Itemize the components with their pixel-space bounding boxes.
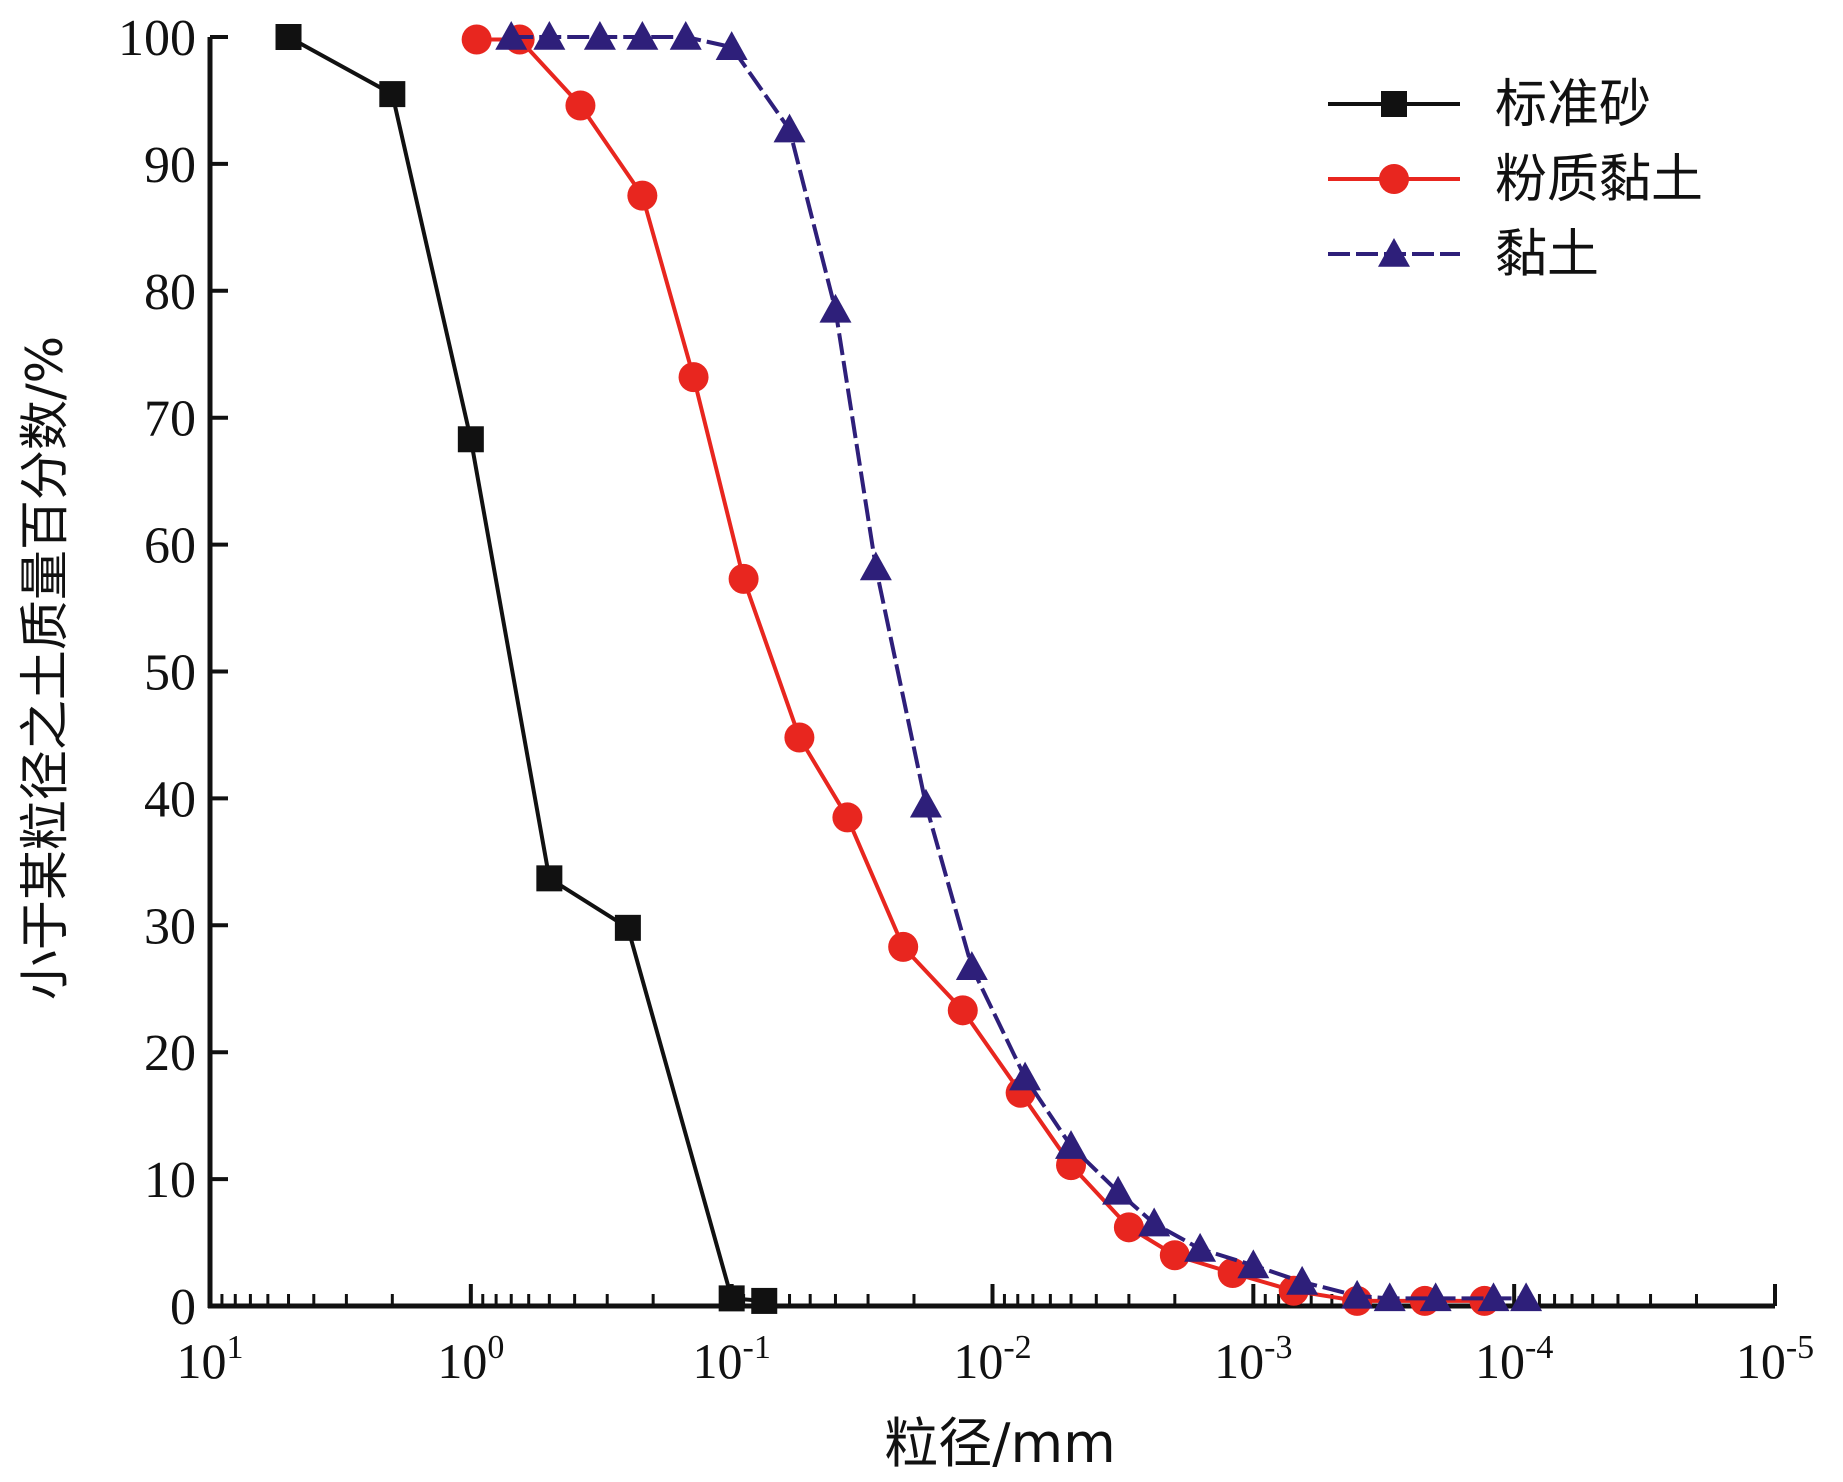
data-point bbox=[275, 24, 302, 50]
y-tick-label: 70 bbox=[144, 391, 196, 448]
x-tick-label: 10-5 bbox=[1736, 1329, 1814, 1389]
data-point bbox=[1341, 1279, 1374, 1309]
y-tick-label: 100 bbox=[118, 10, 196, 67]
axes: 0 10 20 30 40 50 60 70 80 90 100 101 100 10-1 10-2 10-3… bbox=[118, 10, 1814, 1389]
data-point bbox=[832, 802, 863, 833]
data-point bbox=[1477, 1282, 1510, 1312]
y-axis-label: 小于某粒径之土质量百分数/% bbox=[16, 336, 74, 1000]
data-point bbox=[1217, 1258, 1248, 1289]
y-tick-label: 60 bbox=[144, 518, 196, 575]
data-point bbox=[1373, 1282, 1406, 1312]
data-point bbox=[784, 722, 815, 753]
series-layer bbox=[275, 21, 1543, 1316]
x-axis-label: 粒径/mm bbox=[884, 1412, 1115, 1475]
y-tick-label: 30 bbox=[144, 898, 196, 955]
data-point bbox=[669, 21, 702, 50]
x-tick-label: 10-2 bbox=[953, 1329, 1031, 1389]
data-point bbox=[1138, 1207, 1171, 1237]
data-point bbox=[583, 21, 616, 50]
data-point bbox=[1237, 1249, 1270, 1279]
x-tick-label: 10-3 bbox=[1214, 1329, 1292, 1389]
y-tick-label: 50 bbox=[144, 645, 196, 702]
series-2 bbox=[461, 24, 1500, 1316]
data-point bbox=[1113, 1212, 1144, 1243]
data-point bbox=[728, 563, 759, 594]
data-point bbox=[626, 21, 659, 50]
legend-item: 粉质黏土 bbox=[1328, 150, 1703, 210]
data-point bbox=[1184, 1232, 1217, 1262]
legend-label: 黏土 bbox=[1495, 225, 1599, 285]
y-tick-label: 10 bbox=[144, 1152, 196, 1209]
legend-label: 标准砂 bbox=[1495, 75, 1651, 135]
series-1 bbox=[275, 24, 778, 1314]
y-tick-label: 0 bbox=[170, 1279, 196, 1336]
data-point bbox=[533, 21, 566, 50]
legend-label: 粉质黏土 bbox=[1495, 150, 1703, 210]
y-tick-label: 80 bbox=[144, 264, 196, 321]
data-point bbox=[379, 81, 406, 108]
series-line bbox=[476, 37, 1485, 1303]
data-point bbox=[1510, 1282, 1543, 1312]
x-tick-label: 10-4 bbox=[1475, 1329, 1553, 1389]
data-point bbox=[888, 931, 919, 962]
data-point bbox=[751, 1287, 778, 1314]
x-tick-label: 10-1 bbox=[693, 1329, 771, 1389]
data-point bbox=[859, 551, 892, 581]
data-point bbox=[947, 995, 978, 1026]
x-tick-label: 100 bbox=[437, 1329, 504, 1389]
data-point bbox=[495, 21, 528, 50]
y-tick-label: 20 bbox=[144, 1025, 196, 1082]
data-point bbox=[1055, 1130, 1088, 1159]
data-point bbox=[614, 914, 641, 941]
legend-marker bbox=[1381, 91, 1407, 117]
series-line bbox=[511, 35, 1527, 1301]
data-point bbox=[536, 865, 563, 892]
data-point bbox=[718, 1285, 745, 1312]
data-point bbox=[1102, 1175, 1135, 1205]
series-line bbox=[287, 35, 765, 1303]
legend-marker bbox=[1379, 164, 1409, 194]
data-point bbox=[1419, 1282, 1452, 1312]
data-point bbox=[909, 788, 942, 818]
data-point bbox=[819, 293, 852, 323]
data-point bbox=[1009, 1061, 1042, 1091]
data-point bbox=[461, 24, 492, 55]
y-tick-label: 40 bbox=[144, 771, 196, 828]
data-point bbox=[627, 180, 658, 211]
legend-item: 标准砂 bbox=[1328, 75, 1651, 135]
legend-item: 黏土 bbox=[1328, 225, 1599, 285]
data-point bbox=[1286, 1265, 1319, 1295]
data-point bbox=[955, 951, 988, 980]
series-3 bbox=[495, 21, 1543, 1312]
y-tick-label: 90 bbox=[144, 137, 196, 194]
data-point bbox=[715, 31, 748, 60]
x-tick-label: 101 bbox=[177, 1329, 244, 1389]
data-point bbox=[565, 90, 596, 121]
data-point bbox=[678, 362, 709, 393]
data-point bbox=[457, 426, 484, 453]
legend-marker bbox=[1378, 238, 1410, 267]
data-point bbox=[1159, 1240, 1190, 1271]
data-point bbox=[773, 113, 806, 143]
